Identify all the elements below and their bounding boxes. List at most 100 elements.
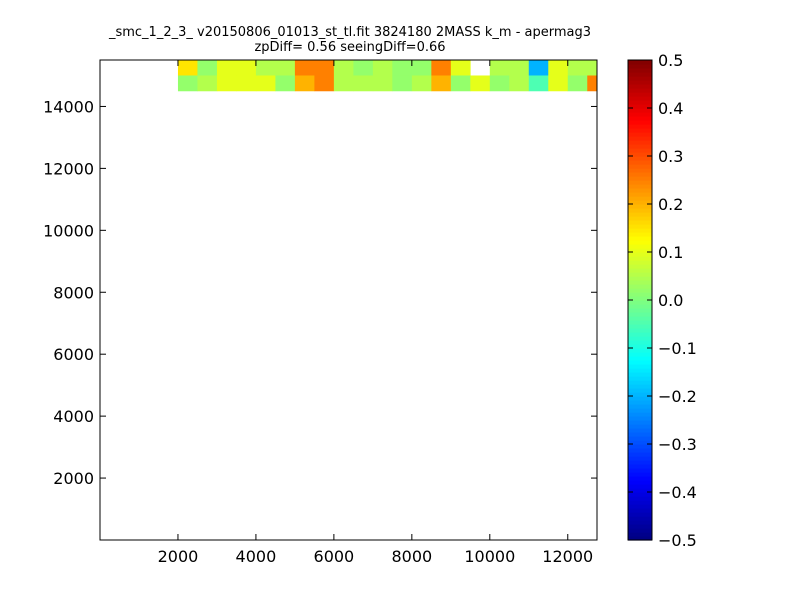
colorbar-segment (628, 292, 652, 297)
heatmap-cell (197, 75, 218, 92)
x-tick-label: 10000 (464, 547, 515, 566)
heatmap-cell (411, 60, 432, 76)
colorbar-segment (628, 384, 652, 389)
heatmap-cell (567, 60, 588, 76)
colorbar-segment (628, 432, 652, 437)
colorbar-segment (628, 460, 652, 465)
colorbar-segment (628, 156, 652, 161)
y-tick-label: 4000 (53, 407, 94, 426)
colorbar-segment (628, 104, 652, 109)
heatmap-cell (509, 60, 530, 76)
colorbar-segment (628, 484, 652, 489)
x-tick-label: 12000 (542, 547, 593, 566)
heatmap-cell (275, 75, 296, 92)
colorbar-segment (628, 392, 652, 397)
colorbar-segment (628, 64, 652, 69)
heatmap-cell (567, 75, 588, 92)
colorbar-segment (628, 232, 652, 237)
chart-title-line-2: zpDiff= 0.56 seeingDiff=0.66 (254, 40, 446, 55)
colorbar-segment (628, 396, 652, 401)
colorbar-segment (628, 448, 652, 453)
colorbar-segment (628, 124, 652, 129)
colorbar-segment (628, 288, 652, 293)
colorbar-segment (628, 272, 652, 277)
colorbar-tick-label: −0.2 (658, 387, 697, 406)
colorbar-segment (628, 352, 652, 357)
colorbar-segment (628, 188, 652, 193)
colorbar-segment (628, 316, 652, 321)
colorbar-segment (628, 108, 652, 113)
colorbar-segment (628, 72, 652, 77)
colorbar-segment (628, 464, 652, 469)
colorbar-segment (628, 88, 652, 93)
y-tick-label: 14000 (43, 97, 94, 116)
colorbar-segment (628, 368, 652, 373)
heatmap-cell (392, 75, 413, 92)
colorbar-segment (628, 340, 652, 345)
heatmap-cell (587, 75, 598, 92)
colorbar-segment (628, 152, 652, 157)
colorbar-segment (628, 500, 652, 505)
colorbar-tick-label: 0.2 (658, 195, 683, 214)
colorbar-segment (628, 164, 652, 169)
colorbar-segment (628, 380, 652, 385)
heatmap-cell (275, 60, 296, 76)
x-tick-label: 6000 (314, 547, 355, 566)
heatmap-cell (353, 75, 374, 92)
heatmap-cell (255, 60, 276, 76)
colorbar-segment (628, 348, 652, 353)
colorbar-segment (628, 336, 652, 341)
heatmap-cell (333, 75, 354, 92)
colorbar-segment (628, 344, 652, 349)
colorbar-segment (628, 452, 652, 457)
chart-title-line-1: _smc_1_2_3_ v20150806_01013_st_tl.fit 38… (108, 25, 592, 40)
heatmap-cell (216, 60, 237, 76)
colorbar-segment (628, 100, 652, 105)
heatmap-cell (431, 75, 452, 92)
colorbar-segment (628, 212, 652, 217)
colorbar-segment (628, 376, 652, 381)
colorbar-segment (628, 140, 652, 145)
colorbar-segment (628, 308, 652, 313)
y-tick-label: 6000 (53, 345, 94, 364)
colorbar-segment (628, 456, 652, 461)
colorbar-segment (628, 360, 652, 365)
colorbar-segment (628, 532, 652, 537)
heatmap-cell (255, 75, 276, 92)
colorbar-segment (628, 80, 652, 85)
colorbar-segment (628, 400, 652, 405)
colorbar-segment (628, 280, 652, 285)
colorbar-segment (628, 204, 652, 209)
colorbar-segment (628, 300, 652, 305)
heatmap-cell (314, 75, 335, 92)
colorbar-segment (628, 428, 652, 433)
colorbar-segment (628, 184, 652, 189)
colorbar-segment (628, 512, 652, 517)
colorbar-segment (628, 328, 652, 333)
heatmap-cell (372, 60, 393, 76)
heatmap-cell (294, 75, 315, 92)
colorbar-segment (628, 516, 652, 521)
colorbar-segment (628, 412, 652, 417)
colorbar-tick-label: 0.3 (658, 147, 683, 166)
colorbar-segment (628, 536, 652, 541)
colorbar-segment (628, 220, 652, 225)
colorbar-segment (628, 424, 652, 429)
heatmap-cell (509, 75, 530, 92)
colorbar-segment (628, 296, 652, 301)
colorbar-segment (628, 404, 652, 409)
colorbar-segment (628, 320, 652, 325)
heatmap-cell (177, 60, 198, 76)
colorbar-segment (628, 192, 652, 197)
heatmap-cell (314, 60, 335, 76)
colorbar-tick-label: −0.5 (658, 531, 697, 550)
colorbar-segment (628, 112, 652, 117)
colorbar-segment (628, 480, 652, 485)
colorbar-segment (628, 196, 652, 201)
colorbar-segment (628, 524, 652, 529)
heatmap-cell (470, 75, 491, 92)
colorbar-segment (628, 148, 652, 153)
colorbar-segment (628, 256, 652, 261)
colorbar-segment (628, 468, 652, 473)
heatmap-cell (548, 60, 569, 76)
